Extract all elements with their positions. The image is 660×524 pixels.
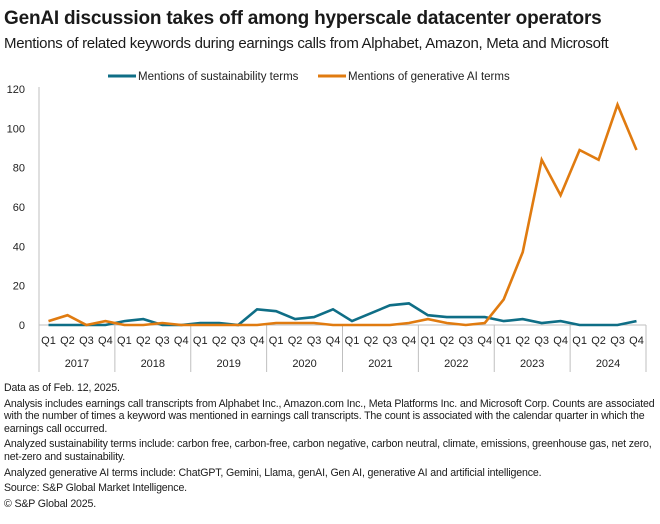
x-tick-quarter: Q4 [629,335,644,347]
x-tick-quarter: Q1 [269,335,284,347]
x-tick-year: 2020 [292,358,316,370]
x-tick-quarter: Q3 [231,335,246,347]
footnotes: Data as of Feb. 12, 2025. Analysis inclu… [4,382,656,513]
y-tick-label: 0 [19,320,25,332]
x-tick-quarter: Q1 [193,335,208,347]
y-tick-label: 100 [7,123,25,135]
x-tick-quarter: Q2 [288,335,303,347]
x-tick-quarter: Q1 [421,335,436,347]
line-chart: Mentions of sustainability terms Mentions… [7,71,647,372]
x-tick-quarter: Q4 [402,335,417,347]
x-tick-quarter: Q3 [458,335,473,347]
x-tick-quarter: Q2 [364,335,379,347]
x-tick-quarter: Q2 [60,335,75,347]
y-tick-label: 120 [7,84,25,96]
legend-label: Mentions of generative AI terms [348,71,510,83]
legend: Mentions of sustainability terms Mentions… [108,71,510,83]
note-genai-terms: Analyzed generative AI terms include: Ch… [4,466,542,479]
x-tick-quarter: Q3 [155,335,170,347]
y-tick-label: 60 [13,202,25,214]
x-tick-year: 2024 [596,358,620,370]
x-tick-quarter: Q1 [496,335,511,347]
note-data-date: Data as of Feb. 12, 2025. [4,382,120,394]
x-tick-quarter: Q4 [553,335,568,347]
x-tick-quarter: Q1 [41,335,56,347]
y-tick-label: 80 [13,163,25,175]
x-tick-quarter: Q2 [439,335,454,347]
x-tick-quarter: Q3 [79,335,94,347]
series-line-genai [48,101,638,327]
y-axis: 0 20 40 60 80 100 120 [7,84,40,332]
series-line-sustainability [48,302,637,327]
x-tick-year: 2019 [216,358,240,370]
x-tick-quarter: Q1 [117,335,132,347]
x-tick-quarter: Q4 [477,335,492,347]
x-tick-quarter: Q3 [534,335,549,347]
note-analysis: Analysis includes earnings call transcri… [4,397,655,435]
note-source: Source: S&P Global Market Intelligence. [4,482,187,495]
x-tick-quarter: Q3 [610,335,625,347]
x-tick-quarter: Q1 [345,335,360,347]
x-tick-year: 2023 [520,358,544,370]
x-tick-quarter: Q1 [572,335,587,347]
note-copyright: © S&P Global 2025. [4,497,97,510]
note-sustainability-terms: Analyzed sustainability terms include: c… [4,438,652,463]
x-tick-quarter: Q4 [326,335,341,347]
x-tick-quarter: Q4 [98,335,113,347]
x-tick-quarter: Q4 [174,335,189,347]
x-tick-quarter: Q2 [136,335,151,347]
legend-label: Mentions of sustainability terms [138,71,299,83]
y-tick-label: 20 [13,281,25,293]
series-lines [48,101,638,327]
x-tick-quarter: Q2 [591,335,606,347]
x-tick-quarter: Q4 [250,335,265,347]
x-tick-quarter: Q3 [307,335,322,347]
x-tick-year: 2021 [368,358,392,370]
x-tick-year: 2018 [141,358,165,370]
chart-subtitle: Mentions of related keywords during earn… [4,35,609,52]
x-tick-quarter: Q2 [515,335,530,347]
y-tick-label: 40 [13,241,25,253]
x-tick-year: 2017 [65,358,89,370]
x-tick-year: 2022 [444,358,468,370]
x-tick-quarter: Q2 [212,335,227,347]
chart-title: GenAI discussion takes off among hypersc… [4,8,602,29]
x-tick-quarter: Q3 [383,335,398,347]
